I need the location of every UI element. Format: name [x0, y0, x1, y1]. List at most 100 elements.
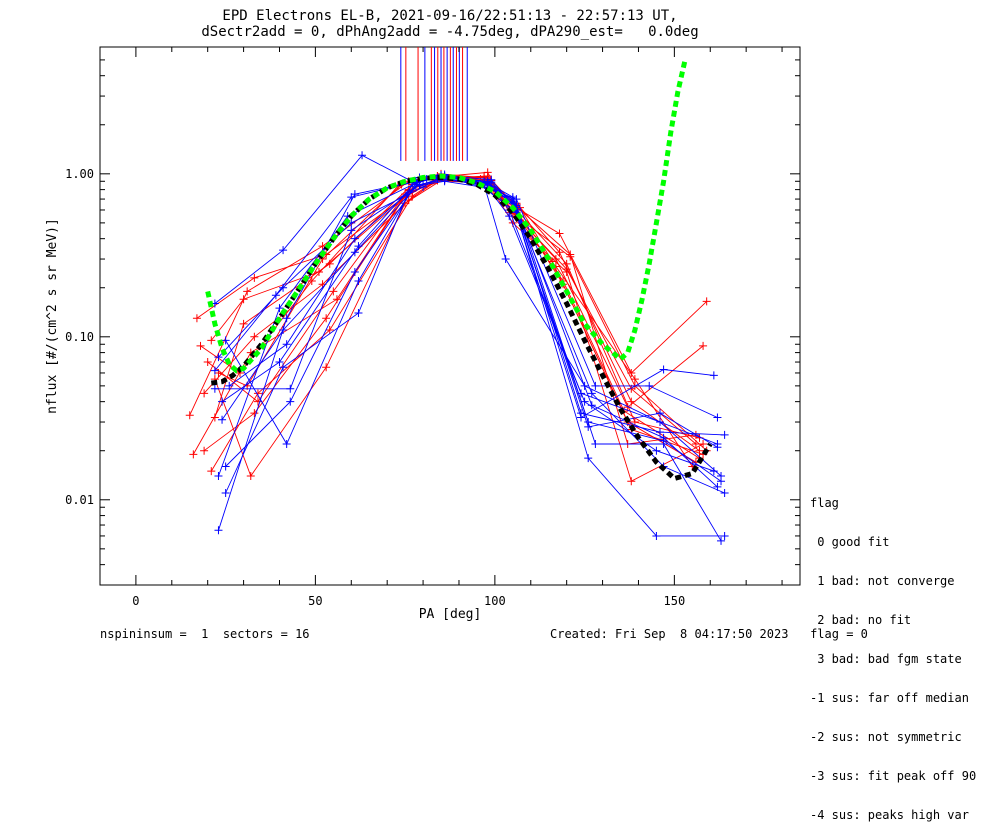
data-point-blue: [221, 336, 230, 345]
data-point-blue: [286, 397, 295, 406]
data-point-red: [630, 375, 639, 384]
y-tick-label: 0.01: [65, 493, 94, 507]
data-point-blue: [656, 409, 664, 418]
flag-legend-item: -1 sus: far off median: [810, 691, 969, 705]
data-point-red: [196, 341, 205, 350]
series-line-red: [210, 171, 693, 467]
footer-created-info: Created: Fri Sep 8 04:17:50 2023 flag = …: [550, 627, 868, 641]
data-point-red: [699, 341, 708, 350]
data-point-blue: [508, 195, 517, 204]
data-point-red: [203, 358, 212, 367]
data-point-blue: [720, 430, 729, 439]
data-point-red: [627, 397, 636, 406]
data-point-red: [192, 314, 201, 323]
x-tick-label: 150: [664, 594, 686, 608]
data-point-blue: [279, 363, 288, 372]
data-point-blue: [709, 371, 718, 380]
data-point-blue: [354, 276, 363, 285]
series-line-blue: [214, 154, 718, 418]
series-line-blue: [228, 177, 725, 436]
chart-title-line-1: EPD Electrons EL-B, 2021-09-16/22:51:13 …: [222, 8, 678, 24]
data-point-blue: [350, 267, 359, 276]
series-line-blue: [218, 178, 718, 448]
data-point-blue: [487, 175, 496, 184]
series-line-blue: [225, 175, 714, 494]
data-point-red: [699, 439, 708, 448]
data-point-red: [250, 409, 259, 418]
data-point-red: [207, 467, 216, 476]
data-point-red: [250, 332, 259, 341]
data-point-red: [250, 273, 259, 282]
data-point-blue: [419, 183, 428, 192]
data-point-blue: [656, 418, 664, 427]
data-point-red: [322, 363, 331, 372]
data-point-blue: [218, 397, 227, 406]
data-point-red: [566, 252, 575, 261]
data-point-red: [200, 389, 209, 398]
data-point-red: [185, 411, 194, 420]
data-point-red: [314, 267, 323, 276]
data-point-blue: [591, 381, 600, 390]
data-point-blue: [350, 234, 359, 243]
data-point-blue: [584, 454, 593, 463]
data-point-red: [243, 287, 252, 296]
flag-legend-title: flag: [810, 496, 839, 510]
data-point-blue: [279, 246, 288, 255]
data-point-blue: [279, 326, 288, 335]
data-point-red: [325, 259, 334, 268]
data-point-blue: [652, 446, 661, 455]
y-axis-label: nflux [#/(cm^2 s sr MeV)]: [45, 218, 60, 414]
data-point-blue: [347, 226, 356, 235]
flag-legend-item: -2 sus: not symmetric: [810, 730, 962, 744]
data-point-red: [332, 295, 341, 304]
data-point-blue: [275, 304, 284, 313]
data-point-blue: [282, 340, 291, 349]
data-point-red: [322, 314, 331, 323]
data-point-blue: [501, 255, 510, 264]
flag-legend-item: 1 bad: not converge: [810, 574, 955, 588]
data-point-blue: [717, 536, 726, 545]
data-point-blue: [720, 531, 729, 540]
data-point-blue: [350, 248, 359, 257]
data-point-blue: [713, 443, 722, 452]
data-point-red: [246, 471, 255, 480]
data-point-blue: [225, 381, 234, 390]
data-point-blue: [282, 314, 291, 323]
data-point-red: [207, 336, 216, 345]
data-point-blue: [354, 242, 363, 251]
data-point-red: [695, 446, 704, 455]
series-line-blue: [221, 176, 722, 477]
flag-legend-item: 3 bad: bad fgm state: [810, 652, 962, 666]
data-point-blue: [659, 365, 668, 374]
data-point-blue: [347, 193, 356, 202]
data-point-red: [555, 248, 564, 257]
flag-legend-item: 2 bad: no fit: [810, 613, 912, 627]
data-point-blue: [584, 422, 593, 431]
chart-title-line-2: dSectr2add = 0, dPhAng2add = -4.75deg, d…: [201, 24, 699, 40]
x-tick-label: 50: [308, 594, 322, 608]
data-point-blue: [709, 467, 718, 476]
data-point-blue: [221, 462, 230, 471]
y-tick-label: 0.10: [65, 330, 94, 344]
chart-plot: 0 50 100 150 0.01 0.10 1.00 PA [deg] nflux [#/…: [45, 46, 801, 622]
flag-legend-item: 0 good fit: [810, 535, 890, 549]
data-point-blue: [591, 439, 600, 448]
data-point-red: [627, 477, 636, 486]
data-series: [185, 151, 729, 545]
series-line-blue: [225, 174, 725, 494]
x-tick-label: 0: [132, 594, 139, 608]
data-point-blue: [720, 489, 729, 498]
data-point-blue: [286, 384, 295, 393]
data-point-blue: [354, 308, 363, 317]
series-line-blue: [218, 177, 718, 488]
series-line-red: [200, 175, 700, 439]
data-point-blue: [580, 397, 589, 406]
data-point-blue: [210, 366, 219, 375]
data-point-blue: [279, 283, 288, 292]
data-point-blue: [221, 489, 230, 498]
data-point-red: [239, 295, 248, 304]
data-point-blue: [214, 471, 223, 480]
data-point-blue: [645, 381, 654, 390]
data-point-blue: [659, 436, 668, 445]
series-line-blue: [214, 176, 714, 472]
